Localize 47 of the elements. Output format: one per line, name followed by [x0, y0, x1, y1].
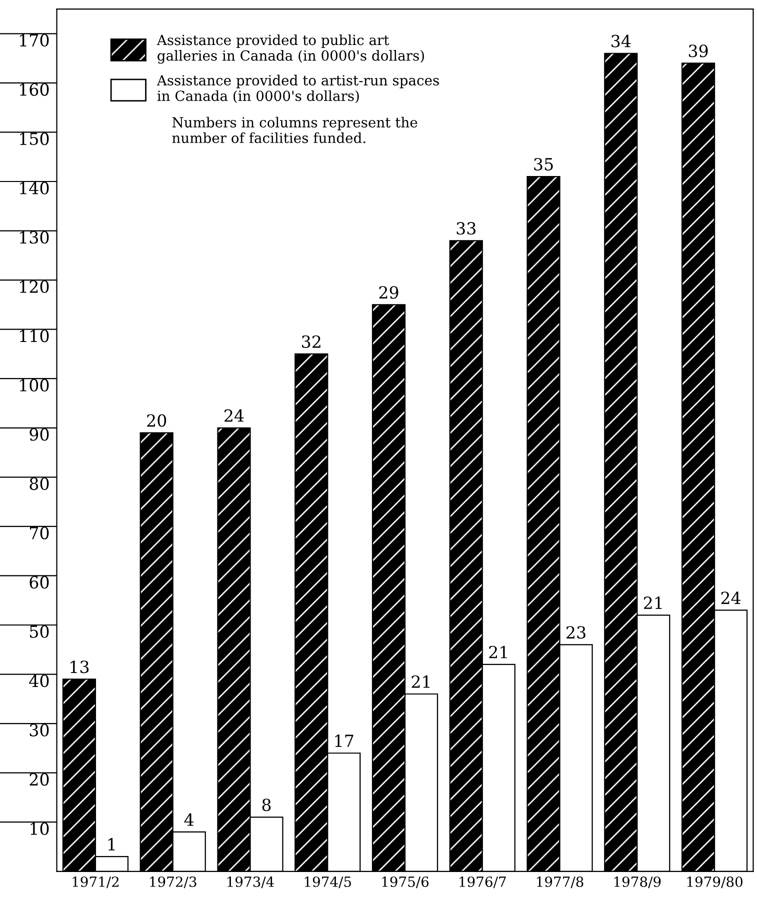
annotation: 39 — [688, 44, 708, 58]
y-tick-label: 100 — [20, 378, 49, 392]
x-tick-label: 1977/8 — [537, 876, 584, 888]
y-tick-label: 110 — [20, 330, 49, 342]
x-tick-label: 1975/6 — [382, 876, 429, 888]
x-tick-label: 1971/2 — [72, 876, 119, 888]
annotation: 24 — [721, 592, 741, 604]
annotation: 23 — [566, 626, 586, 639]
x-tick-label: 1972/3 — [150, 876, 196, 888]
x-tick-label: 1973/4 — [227, 876, 274, 888]
annotation: 34 — [612, 34, 631, 48]
y-tick-label: 10 — [30, 822, 49, 836]
y-tick-label: 60 — [30, 576, 49, 589]
legend-label: Assistance provided to artist-run spaces in Canada (in 0000's dollars) — [156, 74, 439, 104]
y-tick-label: 120 — [20, 280, 49, 293]
x-tick-label: 1979/80 — [687, 876, 742, 888]
annotation: Numbers in columns represent the number of facilities funded. — [172, 116, 418, 144]
x-tick-label: 1976/7 — [460, 876, 506, 888]
y-tick-label: 140 — [20, 182, 49, 194]
y-tick-label: 90 — [30, 428, 49, 441]
x-tick-label: 1978/9 — [614, 876, 661, 888]
y-tick-label: 150 — [20, 132, 49, 146]
annotation: 35 — [534, 158, 553, 171]
annotation: 20 — [147, 414, 166, 427]
annotation: 32 — [302, 335, 320, 348]
annotation: 21 — [412, 675, 430, 688]
y-tick-label: 30 — [30, 724, 49, 736]
y-tick-label: 80 — [30, 477, 49, 490]
y-tick-label: 40 — [29, 674, 49, 688]
annotation: 13 — [70, 660, 89, 674]
annotation: 24 — [224, 409, 244, 422]
legend-label: Assistance provided to public art galleries in Canada (in 0000's dollars) — [156, 34, 424, 64]
y-tick-label: 70 — [30, 526, 49, 540]
x-tick-label: 1974/5 — [304, 876, 351, 888]
annotation: 4 — [184, 813, 194, 826]
annotation: 8 — [262, 798, 271, 812]
annotation: 33 — [456, 222, 476, 235]
y-tick-label: 50 — [30, 625, 49, 638]
y-tick-label: 160 — [20, 83, 49, 96]
annotation: 29 — [379, 286, 398, 299]
annotation: 17 — [335, 734, 354, 747]
y-tick-label: 170 — [20, 34, 49, 47]
y-tick-label: 20 — [30, 773, 49, 786]
annotation: 1 — [108, 838, 115, 850]
annotation: 21 — [644, 596, 662, 609]
y-tick-label: 130 — [20, 231, 49, 244]
annotation: 21 — [489, 646, 507, 658]
